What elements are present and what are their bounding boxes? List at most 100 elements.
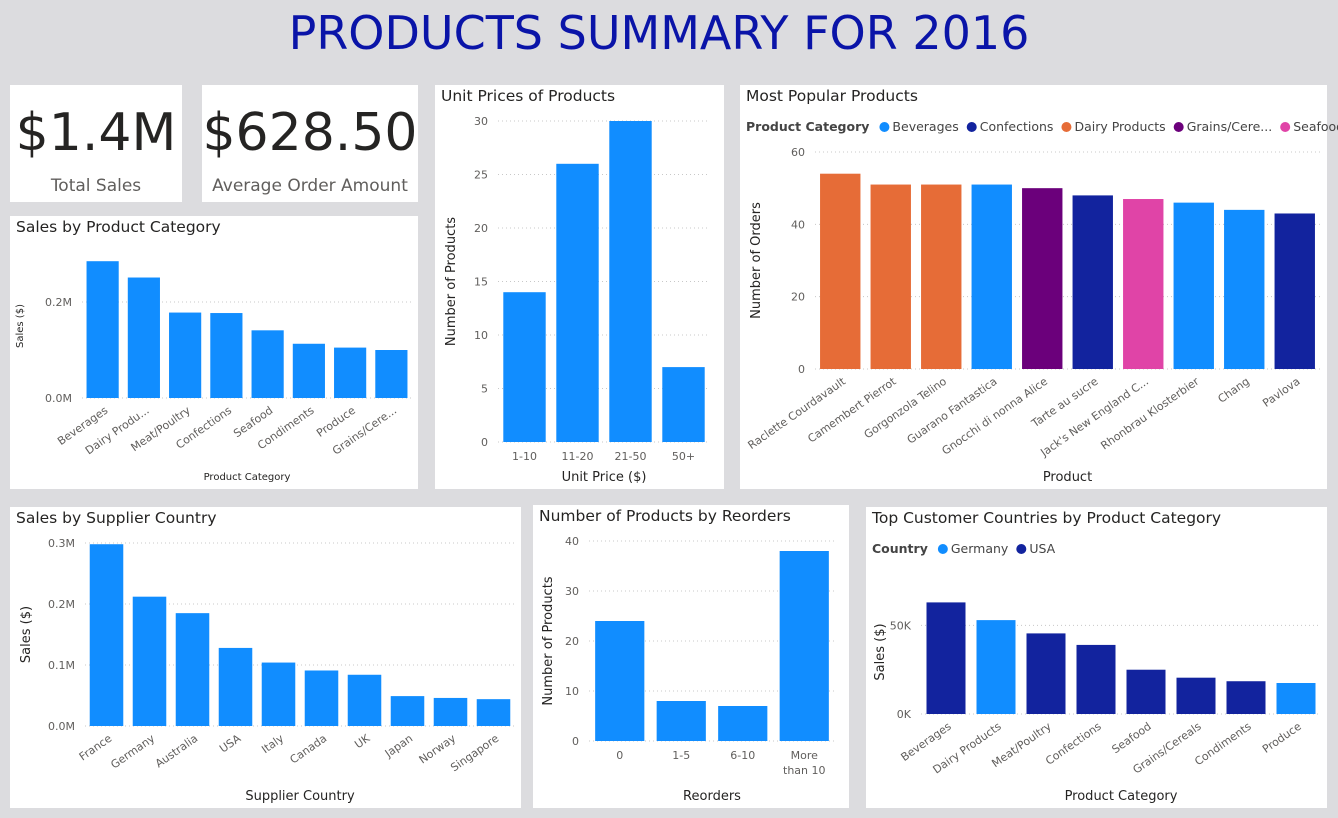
bar (609, 121, 652, 442)
bar (1123, 199, 1164, 369)
y-tick-label: 10 (474, 329, 488, 342)
x-tick-label: Australia (153, 732, 200, 771)
x-tick-label: Chang (1216, 375, 1252, 406)
y-tick-label: 60 (791, 146, 805, 159)
bar (476, 699, 511, 726)
x-tick-label: Produce (1260, 720, 1304, 756)
x-tick-label: Rhonbrau Klosterbier (1098, 375, 1201, 453)
bar (556, 163, 599, 443)
x-tick-label: 21-50 (615, 450, 647, 463)
y-tick-label: 0K (897, 708, 912, 721)
x-tick-label: France (77, 732, 115, 764)
chart-canvas: 0 10 20 30 40 Number of Products Reorders 0 1-5 6… (541, 535, 835, 804)
bar (1022, 188, 1063, 369)
y-tick-label: 0.0M (45, 392, 72, 405)
x-tick-label: More (791, 749, 819, 762)
bar (971, 184, 1012, 369)
bar (718, 706, 768, 741)
x-tick-label: Germany (108, 732, 157, 772)
bar (1224, 209, 1265, 369)
y-tick-label: 30 (565, 585, 579, 598)
y-tick-label: 20 (565, 635, 579, 648)
legend-swatch (1280, 122, 1291, 132)
bar (292, 343, 325, 398)
bar (433, 697, 468, 726)
bar (169, 312, 202, 398)
bar (976, 620, 1016, 714)
bar (779, 551, 829, 741)
legend-title: Product Category (746, 119, 869, 134)
legend-swatch (1173, 122, 1184, 132)
bar (334, 347, 367, 398)
chart-supplier-country[interactable]: Sales by Supplier Country 0.0M 0.1M 0.2M 0.… (10, 507, 521, 808)
kpi-label: Total Sales (50, 176, 142, 196)
chart-title: Number of Products by Reorders (539, 507, 791, 525)
bar (1072, 195, 1113, 369)
bar (1076, 644, 1116, 714)
x-axis-label: Product Category (204, 472, 291, 483)
chart-canvas: 0 20 40 60 Number of Orders Product Raclette C… (746, 119, 1338, 485)
bar (132, 596, 167, 726)
legend-title: Country (872, 541, 928, 556)
chart-title: Top Customer Countries by Product Catego… (872, 509, 1222, 527)
bar (89, 544, 124, 726)
x-tick-label: Pavlova (1260, 375, 1302, 410)
y-tick-label: 10 (565, 685, 579, 698)
chart-unit-prices[interactable]: Unit Prices of Products 0 5 10 15 20 25 30 Numb… (435, 85, 724, 489)
bar (261, 662, 296, 726)
kpi-card-total-sales[interactable]: $1.4M Total Sales (10, 85, 182, 202)
kpi-label: Average Order Amount (212, 176, 408, 196)
bar (375, 350, 408, 398)
bar (210, 313, 243, 398)
chart-top-customer-countries[interactable]: Top Customer Countries by Product Catego… (866, 507, 1327, 808)
x-tick-label: Condiments (1192, 720, 1254, 769)
bar (86, 261, 119, 398)
y-tick-label: 25 (474, 169, 488, 182)
y-tick-label: 50K (890, 619, 912, 632)
kpi-card-average-order[interactable]: $628.50 Average Order Amount (202, 85, 418, 202)
chart-sales-by-category[interactable]: Sales by Product Category 0.0M 0.2M Sales … (10, 216, 418, 489)
chart-title: Sales by Supplier Country (16, 509, 217, 527)
y-tick-label: 20 (474, 222, 488, 235)
x-tick-label: Guarano Fantastica (905, 375, 1000, 447)
legend-swatch (966, 122, 977, 132)
x-tick-label: Raclette Courdavault (746, 374, 849, 452)
bar (304, 670, 339, 726)
bar (820, 173, 861, 369)
bar (347, 674, 382, 726)
x-tick-label: Italy (259, 732, 286, 757)
bar (1276, 683, 1316, 714)
y-tick-label: 30 (474, 115, 488, 128)
bar (926, 602, 966, 714)
x-tick-label: 6-10 (730, 749, 755, 762)
x-tick-label: Japan (382, 732, 415, 761)
x-tick-label: UK (352, 731, 373, 751)
bar (1274, 213, 1315, 369)
bar (1126, 669, 1166, 714)
y-tick-label: 0 (572, 735, 579, 748)
x-axis-label: Product Category (1065, 789, 1178, 804)
chart-popular-products[interactable]: Most Popular Products 0 20 40 60 Number of O… (740, 85, 1338, 489)
y-axis-label: Sales ($) (873, 623, 888, 680)
bar (595, 621, 645, 741)
legend-item: Germany (951, 541, 1009, 556)
bar (1226, 681, 1266, 714)
bar (1173, 202, 1214, 369)
kpi-value: $1.4M (15, 103, 177, 163)
bar (870, 184, 911, 369)
bar (175, 613, 210, 726)
page-title: PRODUCTS SUMMARY FOR 2016 (288, 6, 1030, 60)
x-tick-label: Gorgonzola Telino (862, 375, 950, 442)
bar (1026, 633, 1066, 714)
bar (127, 277, 160, 398)
chart-reorders[interactable]: Number of Products by Reorders 0 10 20 30 40… (533, 505, 849, 808)
y-tick-label: 0.0M (48, 720, 75, 733)
kpi-value: $628.50 (202, 103, 418, 163)
x-tick-label: 11-20 (562, 450, 594, 463)
x-tick-label: Seafood (1110, 720, 1154, 756)
y-tick-label: 40 (565, 535, 579, 548)
y-tick-label: 0.2M (48, 598, 75, 611)
x-tick-label: Camembert Pierrot (805, 374, 899, 445)
y-axis-label: Sales ($) (19, 606, 34, 663)
